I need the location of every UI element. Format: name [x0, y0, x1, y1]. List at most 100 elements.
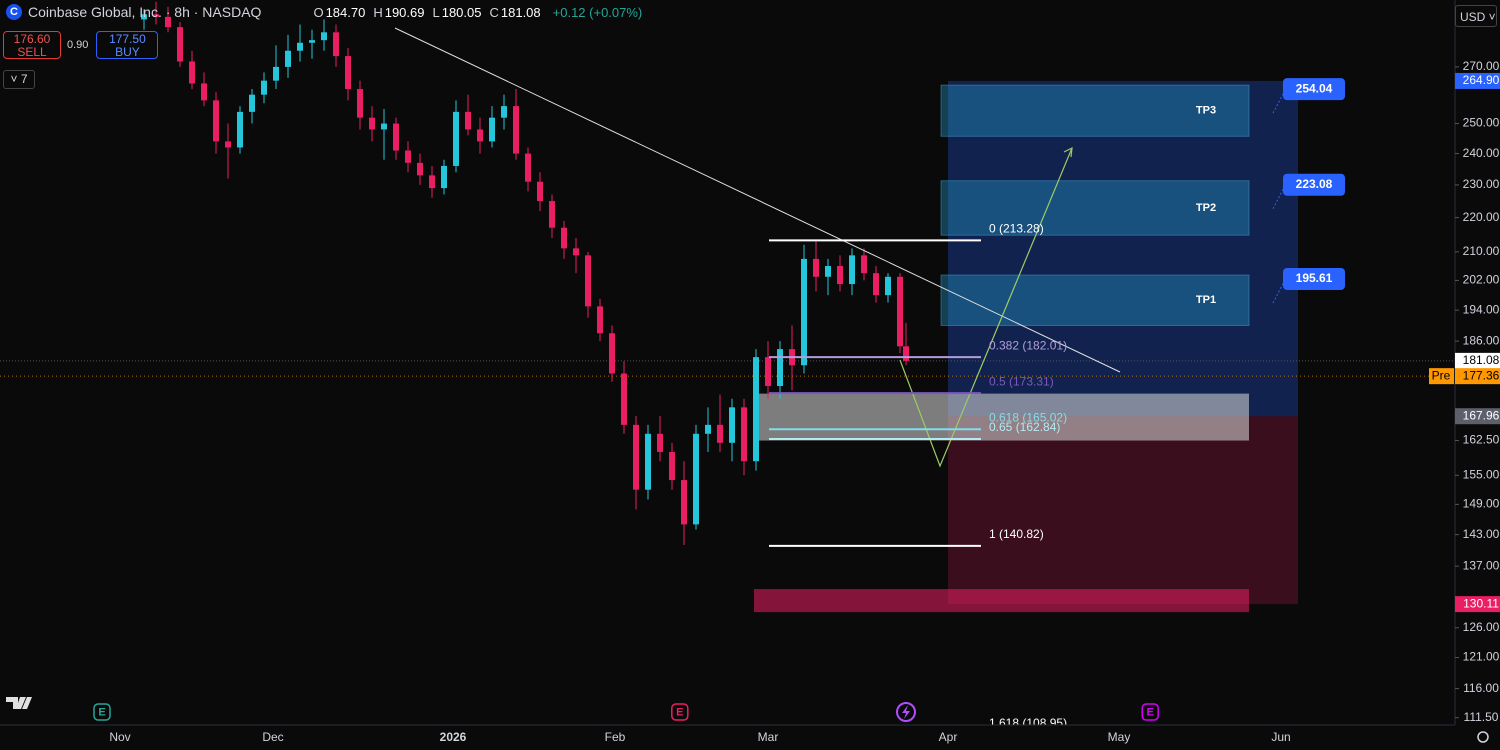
loss-zone	[948, 416, 1298, 605]
target-badge	[1283, 267, 1345, 290]
candle-body	[429, 175, 435, 189]
candle-body	[729, 407, 735, 443]
candle-body	[777, 349, 783, 387]
y-tick-label: 111.50	[1464, 710, 1499, 724]
event-marker	[1141, 703, 1159, 721]
ohlc-key: H	[373, 4, 383, 20]
event-marker-label: E	[1147, 706, 1154, 718]
candle-body	[837, 265, 843, 285]
price-tag	[1455, 72, 1500, 89]
candle-body	[693, 433, 699, 525]
candle-body	[261, 80, 267, 95]
target-badge-label: 195.61	[1296, 271, 1333, 285]
target-badge-label: 254.04	[1296, 81, 1333, 95]
candle-body	[177, 27, 183, 62]
y-tick-label: 116.00	[1463, 681, 1499, 695]
target-badge	[1283, 173, 1345, 196]
price-tag-prefix-bg	[1429, 368, 1454, 385]
indicators-toggle[interactable]: ˅ 7	[3, 70, 35, 89]
event-marker	[671, 703, 689, 721]
lightning-bolt	[902, 705, 910, 719]
x-tick-label: Jun	[1271, 730, 1290, 744]
y-tick-label: 186.00	[1463, 333, 1500, 347]
ohlc-value: 180.05	[441, 4, 482, 20]
candle-body	[309, 40, 315, 43]
price-tag	[1455, 352, 1500, 369]
buy-label: BUY	[115, 45, 140, 59]
y-tick-label: 126.00	[1463, 620, 1500, 634]
candle-body	[381, 123, 387, 130]
spread: 0.90	[67, 39, 89, 51]
candle-body	[681, 480, 687, 525]
price-zone	[754, 589, 1249, 613]
settings-icon[interactable]	[1477, 731, 1489, 743]
candle-body	[621, 373, 627, 425]
y-tick-label: 162.50	[1463, 433, 1500, 447]
projection-path	[899, 147, 1073, 468]
candle-body	[405, 150, 411, 163]
price-tag	[1455, 408, 1500, 425]
candle-body	[453, 111, 459, 166]
candle-body	[465, 111, 471, 130]
time-axis-bg	[0, 725, 1500, 750]
fib-label: 0.5 (173.31)	[989, 374, 1054, 388]
tv-logo	[6, 697, 32, 709]
price-tag-label: 130.11	[1463, 596, 1499, 610]
currency-select[interactable]: USD ˅	[1455, 5, 1497, 27]
price-tag	[1455, 596, 1500, 613]
candle-body	[501, 106, 507, 118]
y-tick-label: 250.00	[1463, 116, 1500, 130]
candle-body	[225, 141, 231, 148]
buy-button[interactable]: 177.50 BUY	[96, 31, 159, 59]
symbol-name[interactable]: Coinbase Global, Inc. · 8h · NASDAQ	[28, 4, 262, 20]
y-tick-label: 220.00	[1463, 210, 1500, 224]
candle-body	[249, 94, 255, 112]
price-tag-label: 177.36	[1463, 368, 1500, 382]
ohlc-key: C	[489, 4, 499, 20]
ohlc-key: O	[313, 4, 324, 20]
candle-body	[441, 165, 447, 189]
indicators-count: 7	[20, 72, 28, 86]
axis-layer: 270.00 250.00 240.00 230.00 220.00 210.00 202.…	[93, 59, 1500, 744]
sell-button[interactable]: 176.60 SELL	[3, 31, 61, 59]
candle-body	[753, 357, 759, 462]
candle-body	[849, 255, 855, 285]
candle-body	[705, 424, 711, 434]
candle-body	[489, 117, 495, 142]
candle-body	[549, 201, 555, 228]
candle-body	[345, 56, 351, 90]
ohlc-value: 181.08	[500, 4, 541, 20]
target-label: TP3	[1196, 105, 1216, 117]
buy-price: 177.50	[109, 32, 146, 46]
candle-body	[165, 16, 171, 28]
candle-body	[477, 129, 483, 142]
candle-body	[273, 66, 279, 81]
y-tick-label: 210.00	[1463, 244, 1500, 258]
price-tag-label: 167.96	[1463, 408, 1500, 422]
symbol-header: C Coinbase Global, Inc. · 8h · NASDAQ O 1…	[6, 4, 642, 20]
trend-line	[394, 27, 1121, 373]
candle-body	[417, 162, 423, 176]
tv-logo-shape	[6, 697, 32, 709]
y-tick-label: 143.00	[1463, 527, 1500, 541]
candle-body	[903, 346, 909, 361]
candle-body	[153, 14, 159, 17]
candle-body	[645, 433, 651, 490]
fib-label: 0.65 (162.84)	[989, 420, 1060, 434]
candle-body	[561, 227, 567, 249]
candle-body	[189, 61, 195, 84]
price-zone	[754, 393, 1249, 441]
y-tick-label: 149.00	[1463, 497, 1500, 511]
candle-body	[213, 100, 219, 142]
settings-gear[interactable]	[1477, 731, 1489, 743]
x-tick-label: Mar	[758, 730, 779, 744]
currency: USD	[1460, 10, 1486, 24]
candle-body	[657, 433, 663, 452]
event-marker-label: E	[676, 706, 683, 718]
sell-price: 176.60	[13, 32, 51, 46]
event-marker	[93, 703, 111, 721]
projection-arrow	[1063, 146, 1073, 158]
candle-body	[741, 407, 747, 462]
candle-body	[573, 248, 579, 256]
